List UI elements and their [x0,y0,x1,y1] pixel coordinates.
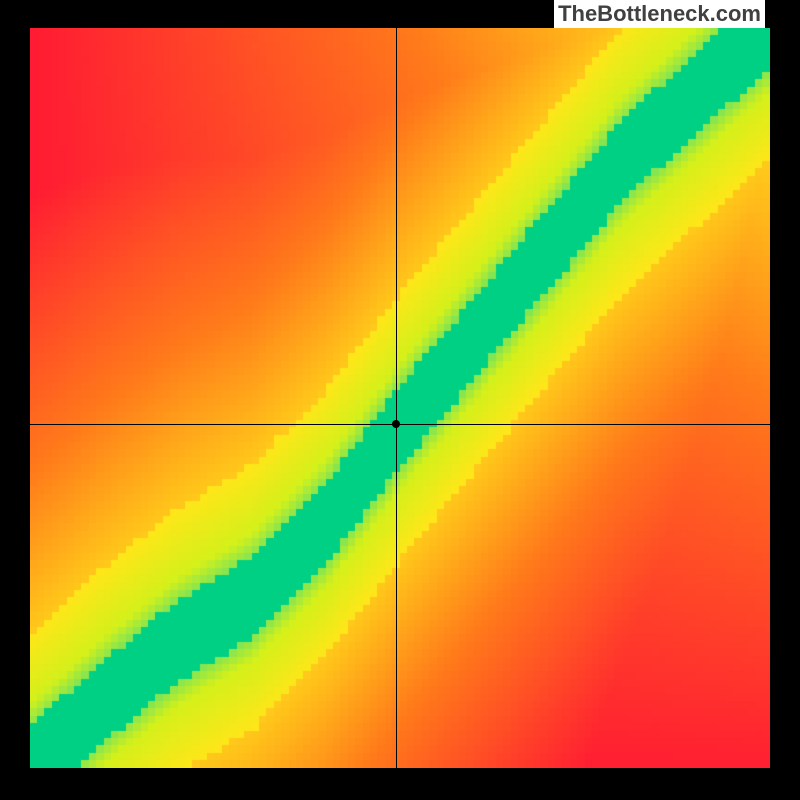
crosshair-vertical [396,28,397,768]
chart-container: TheBottleneck.com [0,0,800,800]
heatmap-canvas [30,28,770,768]
plot-area [30,28,770,768]
crosshair-dot [392,420,400,428]
watermark-text: TheBottleneck.com [554,0,765,28]
